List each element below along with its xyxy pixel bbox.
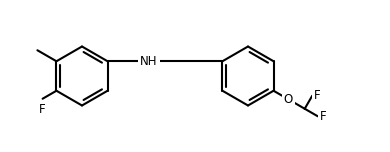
- Text: F: F: [314, 89, 321, 102]
- Text: NH: NH: [140, 55, 158, 68]
- Text: F: F: [39, 103, 46, 116]
- Text: O: O: [284, 93, 293, 106]
- Text: F: F: [320, 110, 326, 123]
